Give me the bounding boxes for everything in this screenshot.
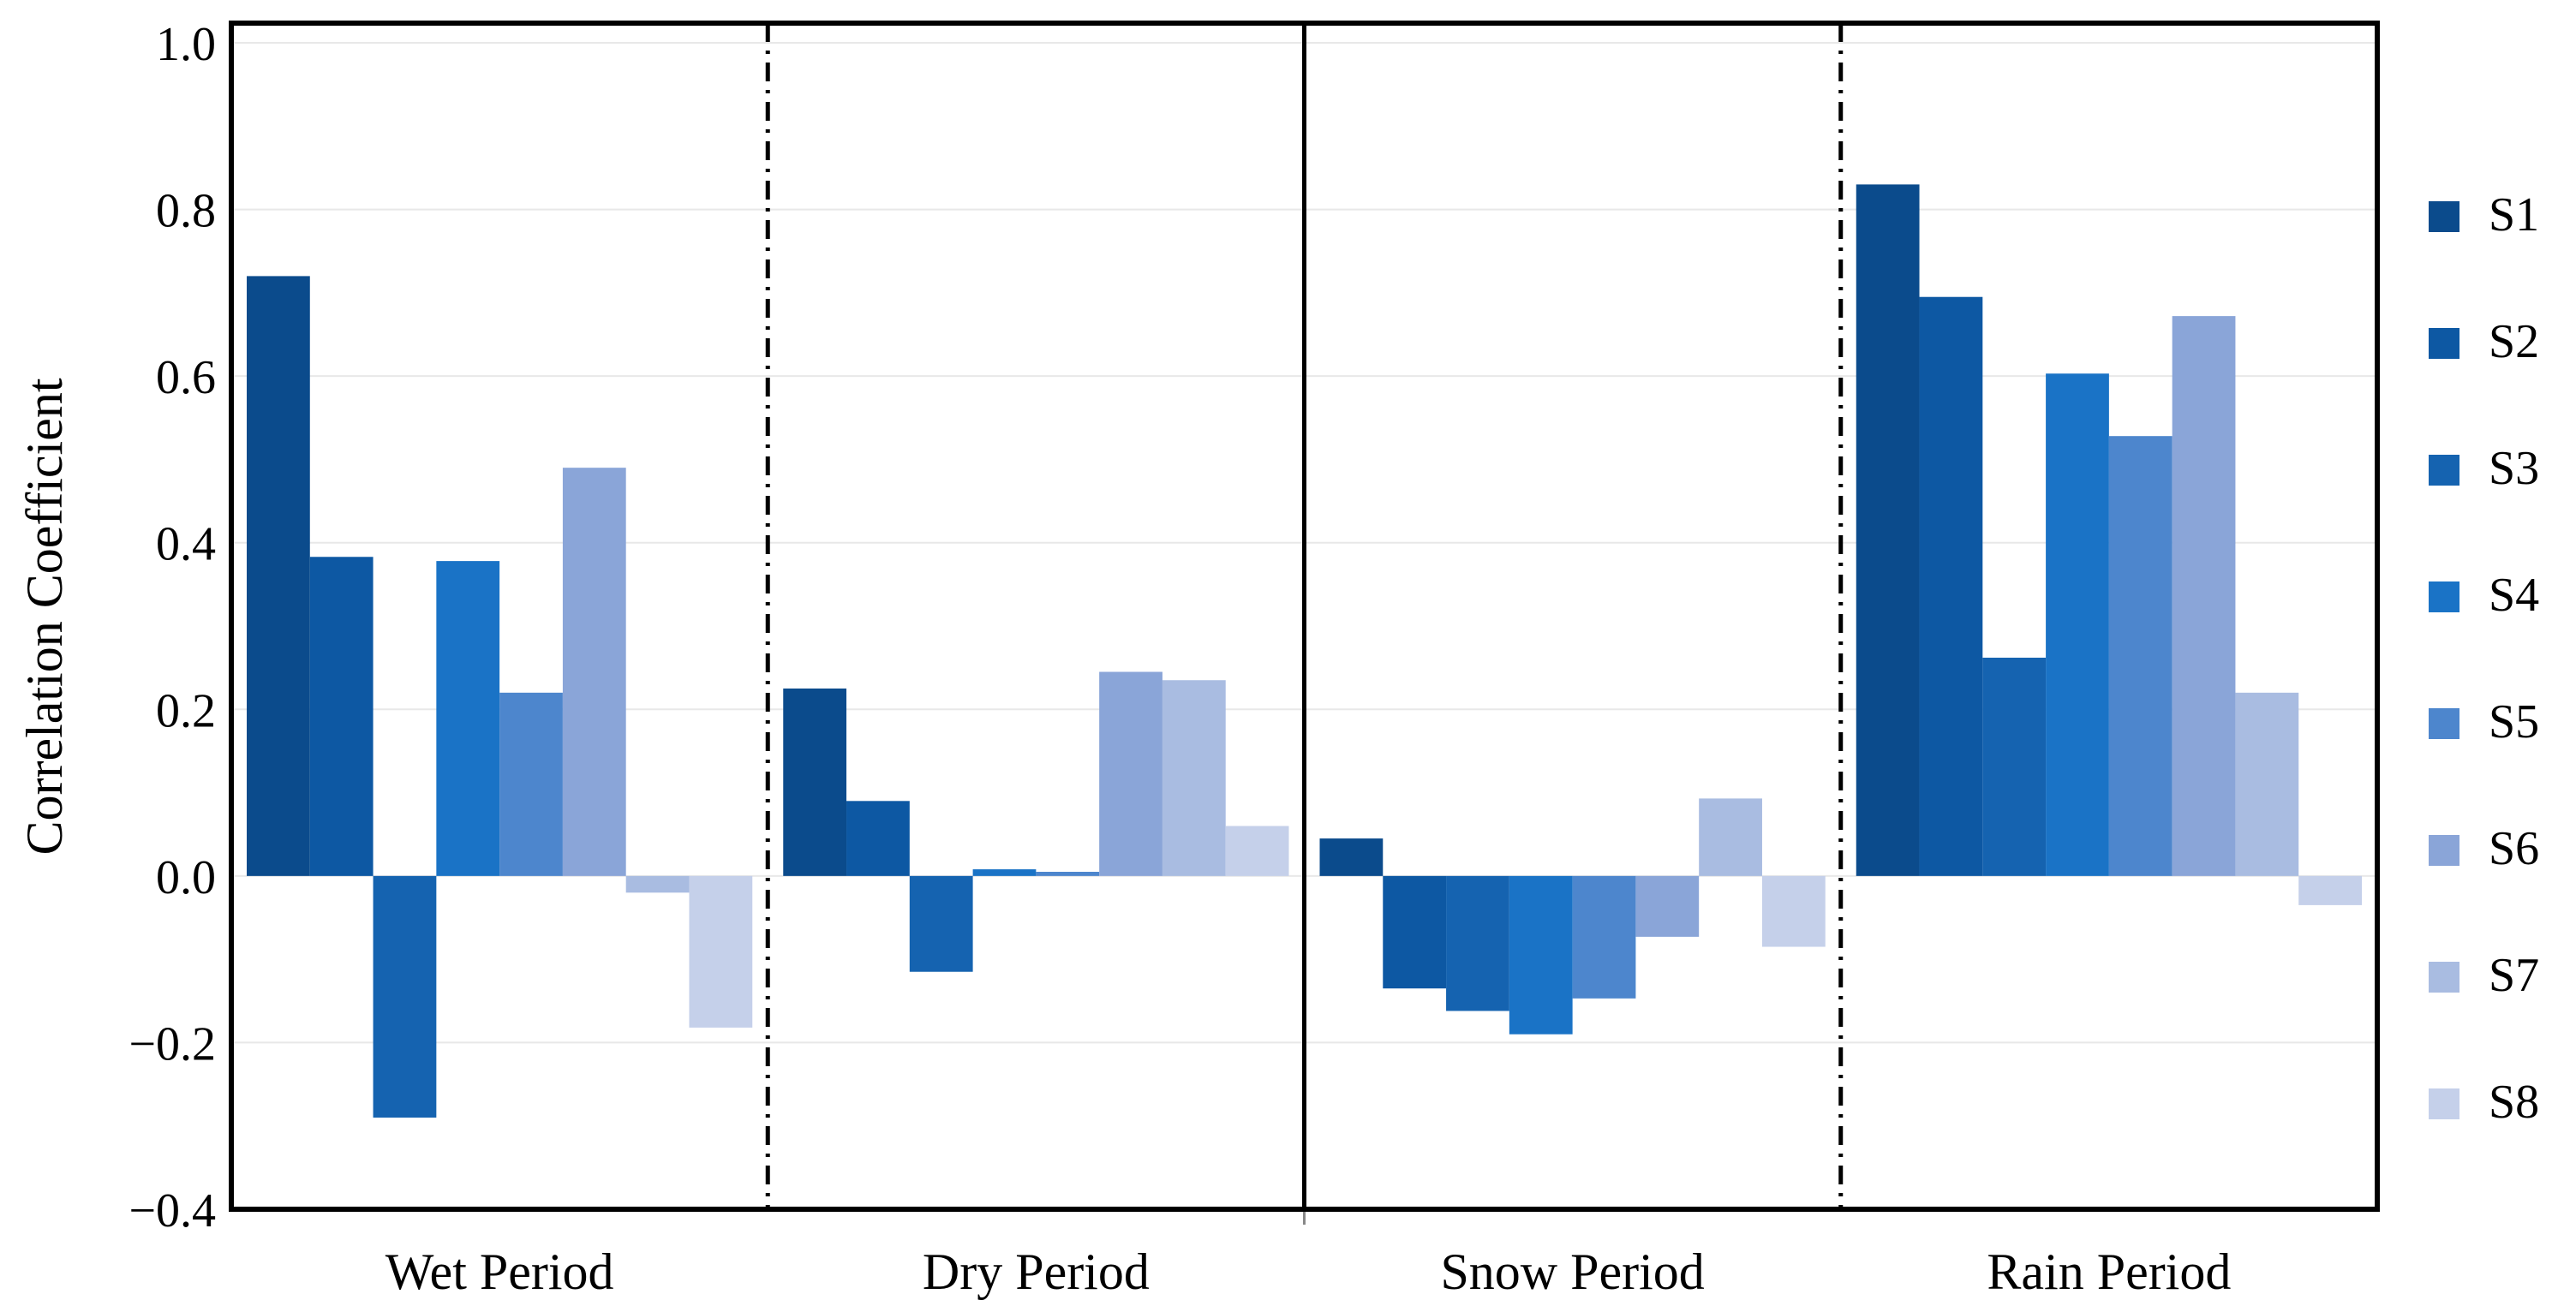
plot-frame [229, 21, 2380, 1212]
y-tick-label: 0.6 [156, 351, 216, 404]
bar-s3-rain-period [1982, 657, 2047, 876]
y-tick-label: 0.2 [156, 684, 216, 737]
legend-label-s2: S2 [2489, 315, 2539, 368]
bar-s7-snow-period [1699, 798, 1762, 876]
legend-swatch-s7 [2429, 962, 2459, 993]
bar-s4-dry-period [972, 869, 1037, 876]
legend-label-s5: S5 [2489, 695, 2539, 748]
y-tick-label: 0.0 [156, 851, 216, 904]
legend-label-s4: S4 [2489, 569, 2539, 622]
y-tick-label: 0.4 [156, 518, 216, 571]
category-label: Dry Period [923, 1243, 1150, 1300]
bar-s8-snow-period [1761, 875, 1826, 947]
bar-s7-dry-period [1162, 680, 1226, 876]
legend-swatch-s5 [2429, 708, 2459, 739]
bar-s1-snow-period [1319, 838, 1384, 876]
y-axis-ticks: −0.4 −0.2 0.0 0.2 0.4 0.6 0.8 1.0 [129, 18, 216, 1237]
category-label: Snow Period [1440, 1243, 1704, 1300]
bar-s7-wet-period [625, 875, 690, 893]
bar-s8-dry-period [1225, 826, 1289, 876]
legend-swatch-s3 [2429, 455, 2459, 486]
bar-s5-dry-period [1036, 871, 1100, 876]
bar-s4-wet-period [436, 561, 500, 876]
bar-s1-rain-period [1856, 184, 1920, 876]
y-tick-label: 0.8 [156, 185, 216, 238]
bar-s5-wet-period [499, 692, 563, 876]
legend-label-s6: S6 [2489, 822, 2539, 875]
bar-s4-rain-period [2046, 373, 2109, 876]
category-label: Rain Period [1987, 1243, 2231, 1300]
bar-s1-dry-period [783, 688, 847, 876]
y-tick-label: −0.2 [129, 1017, 216, 1070]
bar-s7-rain-period [2235, 692, 2299, 876]
legend-label-s7: S7 [2489, 949, 2539, 1002]
y-axis-label: Correlation Coefficient [16, 378, 73, 855]
legend-label-s8: S8 [2489, 1076, 2539, 1129]
legend-swatch-s4 [2429, 581, 2459, 612]
legend-label-s3: S3 [2489, 442, 2539, 495]
bar-s8-wet-period [689, 875, 753, 1028]
bar-s3-dry-period [909, 875, 973, 972]
legend-swatch-s2 [2429, 328, 2459, 359]
bar-s8-rain-period [2298, 875, 2362, 905]
legend-swatch-s6 [2429, 835, 2459, 866]
category-label: Wet Period [386, 1243, 614, 1300]
bar-s2-wet-period [309, 557, 374, 876]
y-tick-label: 1.0 [156, 18, 216, 71]
bar-s6-wet-period [562, 468, 626, 876]
legend-swatch-s8 [2429, 1088, 2459, 1119]
bar-s3-wet-period [373, 875, 437, 1118]
bar-s2-rain-period [1919, 296, 1983, 876]
bar-s6-snow-period [1635, 875, 1700, 937]
bar-s4-snow-period [1509, 875, 1573, 1035]
bar-s2-dry-period [846, 801, 910, 876]
x-axis-categories: Wet Period Dry Period Snow Period Rain Peri… [386, 1243, 2232, 1300]
bar-s5-snow-period [1572, 875, 1636, 999]
bar-s6-rain-period [2172, 316, 2236, 876]
bar-s1-wet-period [247, 276, 310, 876]
bar-s5-rain-period [2108, 436, 2173, 876]
bar-s6-dry-period [1099, 671, 1162, 876]
bar-s3-snow-period [1446, 875, 1509, 1011]
legend-label-s1: S1 [2489, 188, 2539, 242]
legend-swatch-s1 [2429, 201, 2459, 232]
bar-s2-snow-period [1383, 875, 1447, 989]
period-dividers [765, 23, 1844, 1225]
bars [247, 184, 2362, 1118]
y-tick-label: −0.4 [129, 1184, 216, 1237]
legend: S1 S2 S3 S4 S5 S6 S7 S8 [2429, 188, 2539, 1129]
